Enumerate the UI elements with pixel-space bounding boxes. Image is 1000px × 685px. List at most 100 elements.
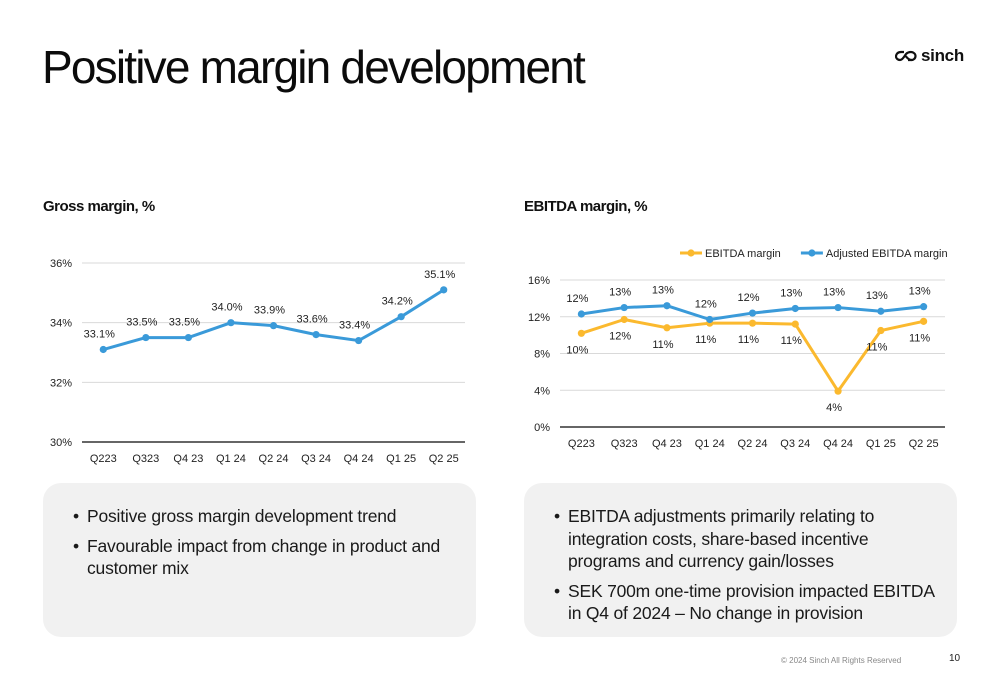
y-tick-label: 16% [528,275,550,287]
data-point [877,307,885,315]
data-point [142,333,150,342]
data-point [355,336,363,345]
data-point [440,286,448,294]
legend-label: Adjusted EBITDA margin [826,248,948,260]
data-point [184,333,192,342]
y-tick-label: 30% [50,437,72,449]
data-label: 10% [566,344,588,356]
data-label: 13% [909,286,931,298]
x-tick-label: Q2 25 [909,438,939,450]
data-label: 11% [866,342,887,354]
data-label: 35.1% [424,269,455,281]
legend-swatch-marker [808,249,816,257]
data-label: 13% [609,287,631,299]
ebitda-bullet: SEK 700m one-time provision impacted EBI… [554,580,937,625]
y-tick-label: 12% [528,312,550,324]
x-tick-label: Q223 [568,438,595,450]
legend-label: EBITDA margin [705,248,781,260]
data-point [920,303,928,311]
y-tick-label: 0% [534,422,550,434]
data-point [791,304,799,313]
y-tick-label: 8% [534,349,550,361]
x-tick-label: Q3 24 [301,453,331,465]
gross-bullet: Favourable impact from change in product… [73,535,456,580]
data-label: 33.4% [339,320,370,332]
data-point [577,310,585,318]
data-label: 13% [823,287,845,299]
gross-bullet: Positive gross margin development trend [73,505,456,528]
x-tick-label: Q2 24 [259,453,289,465]
page-number: 10 [949,653,961,664]
data-label: 11% [652,339,673,351]
logo-text: sinch [921,46,964,65]
y-tick-label: 4% [534,385,550,397]
data-point [877,326,885,335]
data-label: 13% [780,287,802,299]
gross-margin-chart: 30% 32% 34% 36% Q223 Q323 Q4 23 Q1 24 Q2 24 Q3 24… [50,258,465,465]
data-label: 12% [695,299,717,311]
brand-logo: sinch [895,46,964,66]
x-tick-label: Q1 24 [695,438,725,450]
gross-margin-commentary: Positive gross margin development trend … [43,483,476,637]
data-point [834,303,842,312]
data-label: 33.6% [296,314,327,326]
data-label: 33.5% [169,317,200,329]
data-label: 12% [737,292,759,304]
data-label: 11% [781,335,802,347]
x-tick-label: Q4 23 [173,453,203,465]
y-tick-label: 36% [50,258,72,270]
data-point [834,387,842,395]
data-label: 13% [652,285,674,297]
data-point [312,331,320,339]
data-label: 33.5% [126,317,157,329]
ebitda-margin-chart: 0% 4% 8% 12% 16% Q223 Q323 Q4 23 Q1 24 Q2 24 Q3 24… [528,248,948,450]
sinch-infinity-logo-icon [895,50,917,62]
data-point [920,317,928,325]
data-label: 33.9% [254,305,285,317]
copyright-footer: © 2024 Sinch All Rights Reserved [781,656,902,665]
x-tick-label: Q1 25 [866,438,896,450]
data-point [620,315,628,324]
data-label: 34.2% [382,296,413,308]
ebitda-margin-commentary: EBITDA adjustments primarily relating to… [524,483,957,637]
data-point [791,320,799,328]
data-label: 11% [738,334,759,346]
data-point [577,329,585,337]
data-label: 33.1% [84,329,115,341]
x-tick-label: Q2 25 [429,453,459,465]
x-tick-label: Q1 25 [386,453,416,465]
x-tick-label: Q1 24 [216,453,246,465]
data-point [748,319,757,327]
x-tick-label: Q323 [132,453,159,465]
x-tick-label: Q4 24 [823,438,853,450]
y-tick-label: 34% [50,318,72,330]
data-point [663,302,671,310]
data-label: 12% [566,293,588,305]
data-point [663,324,671,332]
data-point [227,319,235,327]
data-point [397,313,405,321]
x-tick-label: Q223 [90,453,117,465]
data-label: 11% [695,334,716,346]
ebitda-bullet: EBITDA adjustments primarily relating to… [554,505,937,573]
x-tick-label: Q323 [611,438,638,450]
x-tick-label: Q4 24 [344,453,374,465]
legend-swatch-marker [687,249,695,257]
data-label: 13% [866,290,888,302]
ebitda-margin-section-title: EBITDA margin, % [524,198,648,215]
data-point [620,303,628,312]
data-point [99,345,107,354]
x-tick-label: Q4 23 [652,438,682,450]
series-line [580,318,924,393]
data-point [706,315,714,324]
data-label: 12% [609,331,631,343]
x-tick-label: Q3 24 [780,438,810,450]
page-title: Positive margin development [42,41,586,93]
data-label: 11% [909,332,930,344]
data-label: 34.0% [211,302,242,314]
x-tick-label: Q2 24 [738,438,768,450]
data-point [748,309,757,317]
data-point [269,322,278,330]
y-tick-label: 32% [50,377,72,389]
data-label: 4% [826,402,842,414]
